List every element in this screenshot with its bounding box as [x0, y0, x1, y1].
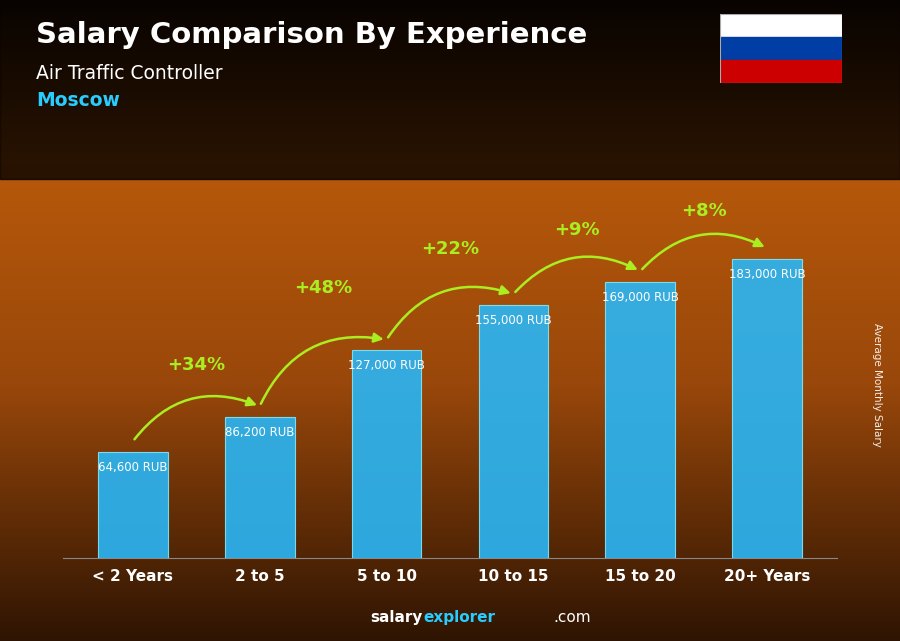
Bar [720, 37, 842, 60]
Bar [352, 351, 421, 558]
Bar [733, 259, 802, 558]
Bar [606, 282, 675, 558]
Bar [720, 14, 842, 37]
Bar [479, 304, 548, 558]
Text: .com: .com [554, 610, 591, 625]
Bar [0, 0, 900, 179]
Text: Average Monthly Salary: Average Monthly Salary [872, 322, 883, 447]
Text: +34%: +34% [167, 356, 225, 374]
Text: 127,000 RUB: 127,000 RUB [348, 360, 425, 372]
Text: Moscow: Moscow [36, 91, 120, 110]
Text: +48%: +48% [294, 279, 352, 297]
Text: 155,000 RUB: 155,000 RUB [475, 313, 552, 327]
Text: explorer: explorer [423, 610, 495, 625]
Text: 86,200 RUB: 86,200 RUB [225, 426, 294, 439]
Text: 169,000 RUB: 169,000 RUB [602, 291, 679, 304]
Text: 183,000 RUB: 183,000 RUB [729, 268, 806, 281]
Bar [720, 60, 842, 83]
Text: Salary Comparison By Experience: Salary Comparison By Experience [36, 21, 587, 49]
Text: +22%: +22% [421, 240, 479, 258]
Text: salary: salary [371, 610, 423, 625]
Text: 64,600 RUB: 64,600 RUB [98, 462, 167, 474]
Bar [98, 453, 167, 558]
Bar [225, 417, 294, 558]
Text: +8%: +8% [681, 202, 726, 220]
Text: Air Traffic Controller: Air Traffic Controller [36, 64, 222, 83]
Text: +9%: +9% [554, 221, 599, 239]
